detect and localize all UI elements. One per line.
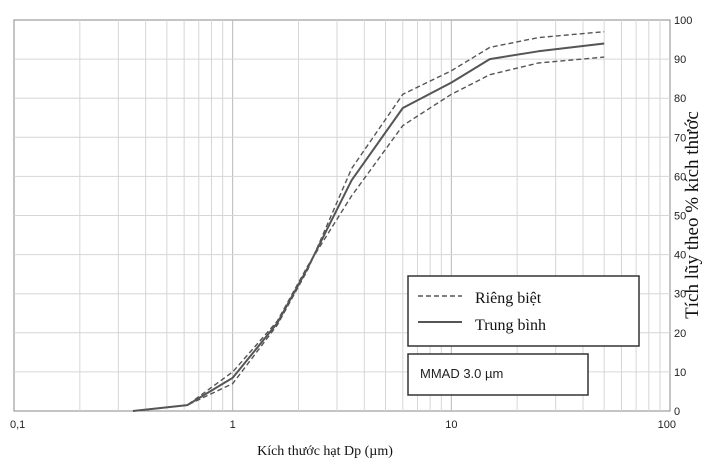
mmad-label: MMAD 3.0 µm <box>420 366 503 381</box>
y-tick-label: 30 <box>674 289 686 301</box>
series-layer <box>132 31 605 412</box>
x-tick-labels: 0,1 1 10 100 <box>10 419 676 431</box>
y-tick-label: 40 <box>674 250 686 262</box>
mmad-box <box>407 353 589 396</box>
y-tick-label: 60 <box>674 171 686 183</box>
y-tick-label: 10 <box>674 367 686 379</box>
y-tick-label: 100 <box>674 15 692 27</box>
series-line-mean <box>132 42 605 412</box>
y-tick-label: 0 <box>674 406 680 418</box>
y-tick-label: 80 <box>674 93 686 105</box>
legend: Riêng biệt Trung bình <box>407 275 640 347</box>
x-tick-label: 1 <box>230 419 236 431</box>
legend-box <box>407 275 640 347</box>
mmad-annotation: MMAD 3.0 µm <box>407 353 589 396</box>
x-axis-title: Kích thước hạt Dp (µm) <box>257 444 393 459</box>
y-tick-label: 70 <box>674 132 686 144</box>
series-line-individual <box>132 56 605 412</box>
y-tick-labels: 0 10 20 30 40 50 60 70 80 90 100 <box>674 15 692 418</box>
y-axis-title: Tích lũy theo % kích thước <box>682 111 702 319</box>
legend-dashed-label: Riêng biệt <box>475 290 542 307</box>
grid <box>14 20 670 411</box>
x-tick-label: 100 <box>658 419 676 431</box>
y-tick-label: 20 <box>674 328 686 340</box>
x-tick-label: 0,1 <box>10 419 25 431</box>
legend-solid-label: Trung bình <box>475 317 546 334</box>
x-tick-label: 10 <box>445 419 457 431</box>
y-tick-label: 90 <box>674 54 686 66</box>
y-tick-label: 50 <box>674 211 686 223</box>
series-line-individual <box>132 31 605 412</box>
